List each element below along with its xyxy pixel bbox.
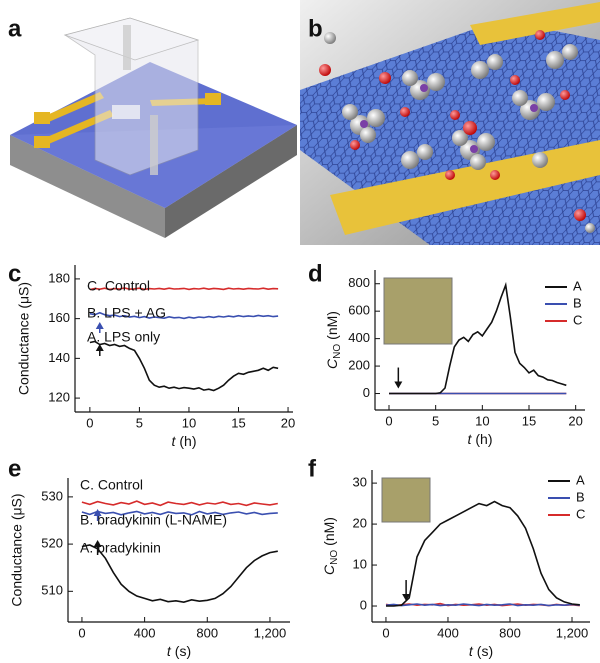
panel-label: e (8, 455, 21, 482)
y-axis-label-var: C (321, 564, 337, 575)
y-tick-label: 120 (48, 390, 70, 405)
x-tick-label: 10 (182, 415, 196, 430)
data-line (81, 544, 278, 604)
y-tick-label: 530 (41, 488, 63, 503)
x-axis-label-var: t (167, 643, 172, 659)
legend-label: A (573, 278, 582, 293)
data-line (385, 603, 580, 607)
x-axis-label-var: t (467, 431, 472, 447)
y-tick-label: 200 (348, 358, 370, 373)
x-axis-label: t (s) (167, 643, 191, 659)
x-tick-label: 5 (432, 413, 439, 428)
inset-image (381, 477, 431, 523)
y-tick-label: 0 (360, 597, 367, 612)
panel-label: f (308, 455, 317, 482)
y-axis-label-sub: NO (329, 550, 340, 565)
event-arrowhead (394, 381, 403, 389)
x-axis-label: t (h) (467, 431, 492, 447)
x-tick-label: 400 (134, 625, 156, 640)
series-label: B. bradykinin (L-NAME) (80, 512, 227, 528)
inset-image (383, 277, 453, 345)
y-axis-label: CNO (nM) (324, 311, 343, 369)
y-tick-label: 510 (41, 583, 63, 598)
y-axis-label-sub: NO (332, 344, 343, 359)
series-label: C. Control (87, 278, 150, 294)
data-line (81, 500, 278, 507)
x-tick-label: 5 (136, 415, 143, 430)
legend-label: A (576, 472, 585, 487)
x-axis-label-unit: (s) (477, 643, 493, 659)
x-axis-label: t (h) (171, 433, 196, 449)
legend-label: B (573, 295, 582, 310)
x-axis-label-unit: (h) (179, 433, 196, 449)
data-line (89, 287, 279, 291)
data-line (389, 281, 567, 395)
x-tick-label: 400 (437, 625, 459, 640)
y-axis-label: Conductance (μS) (9, 493, 25, 606)
x-tick-label: 0 (382, 625, 389, 640)
y-tick-label: 600 (348, 303, 370, 318)
y-tick-label: 10 (353, 556, 367, 571)
x-tick-label: 800 (196, 625, 218, 640)
x-tick-label: 1,200 (556, 625, 589, 640)
panel-label: a (8, 15, 22, 42)
x-tick-label: 15 (522, 413, 536, 428)
x-axis-label-var: t (171, 433, 176, 449)
x-tick-label: 0 (78, 625, 85, 640)
x-tick-label: 1,200 (254, 625, 287, 640)
series-label: C. Control (80, 477, 143, 493)
legend-label: B (576, 489, 585, 504)
y-tick-label: 20 (353, 516, 367, 531)
data-line (386, 500, 580, 607)
series-label: B. LPS + AG (87, 305, 166, 321)
y-tick-label: 140 (48, 350, 70, 365)
y-axis-label: Conductance (μS) (16, 282, 32, 395)
event-arrowhead (93, 509, 102, 516)
data-line (89, 340, 279, 392)
x-tick-label: 0 (385, 413, 392, 428)
x-tick-label: 0 (86, 415, 93, 430)
x-axis-label-var: t (469, 643, 474, 659)
y-tick-label: 400 (348, 330, 370, 345)
x-tick-label: 20 (281, 415, 295, 430)
data-line (81, 510, 278, 516)
legend-label: C (573, 312, 582, 327)
series-label: A. LPS only (87, 329, 160, 345)
panel-label: d (308, 260, 323, 287)
x-axis-label-unit: (h) (475, 431, 492, 447)
x-tick-label: 10 (475, 413, 489, 428)
panel-label: c (8, 260, 21, 287)
event-arrowhead (95, 322, 104, 329)
y-tick-label: 160 (48, 310, 70, 325)
legend-label: C (576, 506, 585, 521)
series-label: A. bradykinin (80, 540, 161, 556)
x-tick-label: 800 (499, 625, 521, 640)
data-line (89, 311, 279, 320)
event-arrowhead (402, 594, 411, 602)
device-illustration (10, 17, 297, 238)
molecule-illustration (300, 0, 600, 245)
event-arrowhead (93, 540, 102, 547)
y-tick-label: 180 (48, 270, 70, 285)
y-tick-label: 0 (363, 385, 370, 400)
x-axis-label: t (s) (469, 643, 493, 659)
y-tick-label: 30 (353, 475, 367, 490)
y-tick-label: 800 (348, 275, 370, 290)
y-tick-label: 520 (41, 536, 63, 551)
y-axis-label: CNO (nM) (321, 517, 340, 575)
x-tick-label: 20 (568, 413, 582, 428)
y-axis-label-unit: (nM) (324, 311, 340, 340)
y-axis-label-unit: (nM) (321, 517, 337, 546)
y-axis-label-var: C (324, 358, 340, 369)
x-axis-label-unit: (s) (175, 643, 191, 659)
x-tick-label: 15 (231, 415, 245, 430)
panel-label: b (308, 15, 323, 42)
event-arrowhead (95, 344, 104, 351)
